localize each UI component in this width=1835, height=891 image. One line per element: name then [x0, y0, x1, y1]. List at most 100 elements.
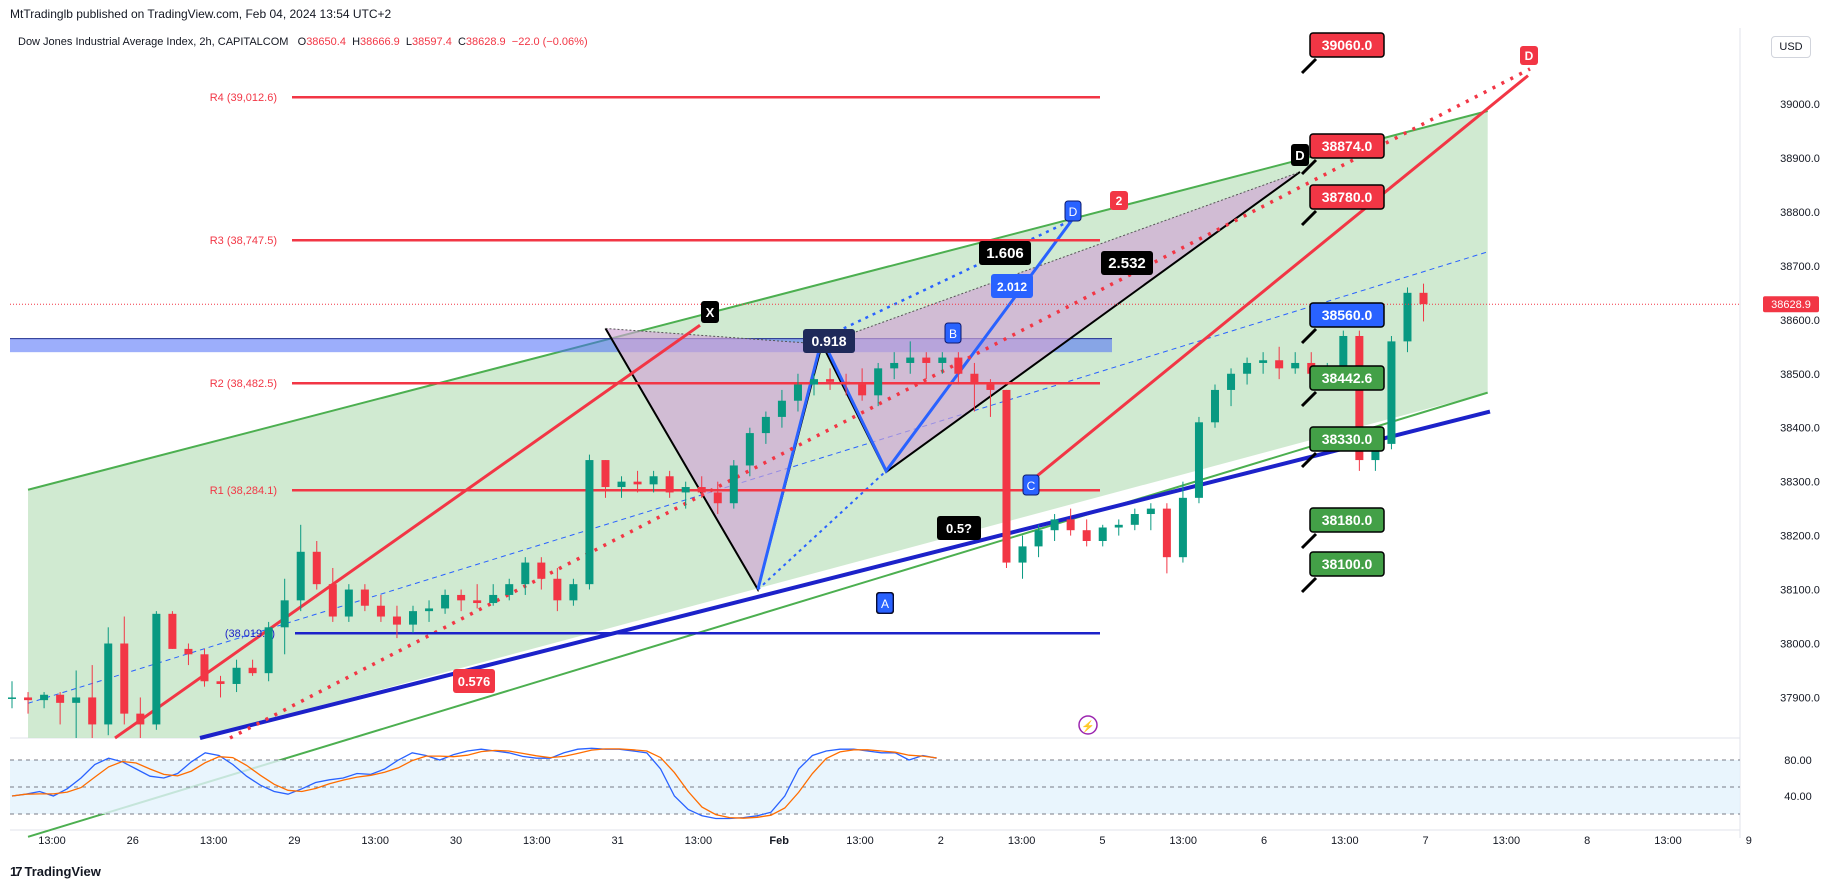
candle: [136, 697, 145, 738]
candle-body: [745, 433, 754, 466]
candle-body: [248, 667, 257, 674]
candle-body: [521, 562, 530, 585]
candle-body: [344, 589, 353, 617]
candle: [1307, 352, 1316, 380]
marker-2: 2: [1116, 194, 1123, 208]
candle: [553, 567, 562, 612]
candle: [521, 557, 530, 595]
candle-body: [633, 481, 642, 485]
time-axis-tick: 13:00: [361, 835, 389, 847]
candle-body: [1034, 530, 1043, 547]
abcd-ac-dotted: [757, 470, 887, 591]
candle-body: [1018, 546, 1027, 563]
candle-body: [826, 379, 835, 382]
candle: [681, 481, 690, 509]
tradingview-logo-icon: 17: [10, 864, 23, 879]
candle: [633, 470, 642, 493]
price-tag-label: 38330.0: [1322, 431, 1373, 447]
candle-body: [409, 611, 417, 625]
price-axis-tick: 37900.0: [1780, 692, 1820, 704]
candle: [1178, 481, 1187, 563]
candle: [1227, 368, 1236, 407]
point-d-label: D: [1295, 148, 1304, 163]
price-tag-callout: [1300, 576, 1318, 594]
candle: [1339, 330, 1348, 374]
ratio-0576: 0.576: [458, 674, 491, 689]
candle: [1419, 283, 1428, 322]
currency-button[interactable]: USD: [1771, 36, 1811, 58]
candle-body: [136, 713, 145, 725]
oscillator-k-line: [11, 747, 937, 820]
candle-body: [505, 584, 514, 595]
candle: [761, 411, 770, 444]
tradingview-logo[interactable]: 17 TradingView: [10, 864, 101, 879]
candle-body: [24, 697, 33, 701]
candle: [1018, 535, 1027, 579]
candle-body: [1178, 497, 1187, 558]
candle: [296, 524, 305, 612]
candle: [890, 352, 899, 380]
candle: [1162, 503, 1171, 574]
harmonic-xab-fill: [605, 328, 823, 590]
candle: [986, 379, 995, 417]
point-d-small-label-bg: [1064, 200, 1082, 222]
candle-body: [874, 368, 883, 396]
pivot-level-label: R1 (38,284.1): [210, 485, 277, 497]
oscillator-tick: 80.00: [1784, 755, 1812, 767]
price-axis-tick: 38300.0: [1780, 477, 1820, 489]
open-label: O: [297, 36, 307, 48]
time-axis-tick: 13:00: [523, 835, 551, 847]
channel-fill: [28, 111, 1488, 739]
candle-body: [1403, 292, 1412, 342]
candle-body: [152, 613, 161, 725]
candle: [665, 470, 674, 498]
price-tag-box: [1309, 32, 1385, 58]
symbol-ohlc-line: Dow Jones Industrial Average Index, 2h, …: [18, 36, 588, 48]
candle-body: [1227, 373, 1236, 390]
time-axis-tick: 2: [938, 835, 944, 847]
footer-brand: TradingView: [24, 864, 101, 879]
price-tag-label: 38442.6: [1322, 370, 1373, 386]
ratio-1606-bg: [979, 241, 1031, 265]
time-axis-tick: 30: [450, 835, 462, 847]
point-x-label: X: [706, 305, 715, 320]
oscillator-tick: 40.00: [1784, 791, 1812, 803]
open-value: 38650.4: [306, 36, 346, 48]
candle-body: [1419, 292, 1428, 305]
candle-body: [553, 578, 562, 601]
candle: [858, 368, 867, 401]
price-axis-tick: 38500.0: [1780, 369, 1820, 381]
candle: [745, 427, 754, 477]
candle-body: [906, 357, 915, 363]
candle-body: [88, 697, 97, 725]
candle-body: [1130, 514, 1139, 525]
price-tag-callout: [1300, 327, 1318, 345]
price-axis-tick: 38400.0: [1780, 423, 1820, 435]
price-tag-box: [1309, 184, 1385, 210]
ratio-2012-bg: [991, 274, 1033, 298]
candle: [585, 454, 594, 590]
time-axis-tick: 13:00: [1493, 835, 1521, 847]
price-tag-box: [1309, 133, 1385, 159]
oscillator-band: [10, 760, 1740, 814]
high-label: H: [352, 36, 361, 48]
candle: [360, 584, 369, 612]
symbol-name[interactable]: Dow Jones Industrial Average Index, 2h, …: [18, 36, 289, 48]
time-axis-tick: 6: [1261, 835, 1267, 847]
candle-body: [1162, 508, 1171, 558]
point-c-label: C: [1027, 479, 1036, 493]
harmonic-xabcd-line: [604, 171, 1301, 593]
harmonic-bcd-fill: [822, 171, 1300, 472]
publisher-line: MtTradinglb published on TradingView.com…: [10, 7, 392, 21]
price-tag-callout: [1300, 209, 1318, 227]
ratio-1606: 1.606: [986, 245, 1024, 262]
point-d-small-label: D: [1069, 205, 1078, 219]
price-tag-label: 38780.0: [1322, 189, 1373, 205]
candle-body: [1114, 524, 1123, 528]
candle-body: [473, 600, 482, 604]
lightning-icon: [1078, 715, 1098, 735]
candle: [569, 578, 578, 606]
candle-body: [1211, 389, 1219, 423]
candle: [1114, 519, 1123, 536]
